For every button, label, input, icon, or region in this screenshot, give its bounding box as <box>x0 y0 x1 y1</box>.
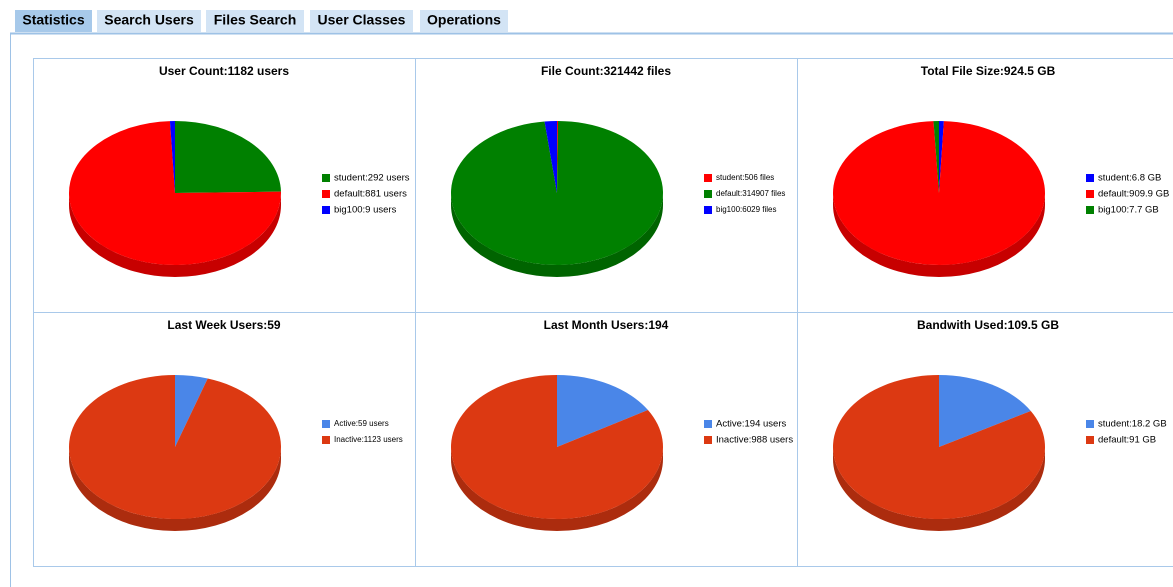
legend-label: student:506 files <box>716 173 774 182</box>
slice-side <box>69 447 281 531</box>
legend-label: student:18.2 GB <box>1098 419 1167 430</box>
tab[interactable] <box>97 10 201 32</box>
legend-label: student:6.8 GB <box>1098 173 1161 184</box>
slice <box>175 121 281 193</box>
slice <box>451 375 664 519</box>
tab-label[interactable]: Operations <box>427 12 501 28</box>
legend-swatch <box>322 174 330 182</box>
chart-title: Last Week Users:59 <box>167 318 281 332</box>
legend-label: default:91 GB <box>1098 435 1156 446</box>
tab[interactable] <box>206 10 304 32</box>
slice-side <box>69 193 281 277</box>
legend-label: Active:194 users <box>716 419 786 430</box>
legend-swatch <box>704 190 712 198</box>
tab[interactable] <box>310 10 413 32</box>
legend-label: Active:59 users <box>334 419 389 428</box>
slice <box>169 121 175 193</box>
slice <box>557 375 648 447</box>
slice <box>833 375 1045 520</box>
chart-cell <box>797 312 1173 567</box>
chart-title: Bandwith Used:109.5 GB <box>917 318 1059 332</box>
legend-label: Inactive:1123 users <box>334 435 403 444</box>
legend-label: big100:6029 files <box>716 205 777 214</box>
slice <box>939 121 944 193</box>
slice-side <box>833 447 1045 531</box>
tab-label[interactable]: User Classes <box>318 12 406 28</box>
legend-swatch <box>322 420 330 428</box>
legend-label: big100:7.7 GB <box>1098 205 1159 216</box>
legend-swatch <box>704 174 712 182</box>
legend-swatch <box>704 206 712 214</box>
tab-label[interactable]: Files Search <box>214 12 297 28</box>
legend-swatch <box>1086 420 1094 428</box>
slice <box>557 121 559 193</box>
chart-title: Total File Size:924.5 GB <box>921 64 1056 78</box>
slice <box>833 121 1046 265</box>
slice-side <box>451 193 663 277</box>
tab-label[interactable]: Search Users <box>104 12 194 28</box>
chart-title: User Count:1182 users <box>159 64 289 78</box>
tab[interactable] <box>15 10 92 32</box>
legend-label: default:314907 files <box>716 189 785 198</box>
slice <box>933 121 939 193</box>
legend-swatch <box>1086 206 1094 214</box>
legend-label: student:292 users <box>334 173 410 184</box>
legend-swatch <box>704 436 712 444</box>
slice-side <box>451 447 663 531</box>
chart-title: File Count:321442 files <box>541 64 671 78</box>
slice <box>69 121 281 265</box>
legend-label: Inactive:988 users <box>716 435 793 446</box>
legend-swatch <box>322 436 330 444</box>
legend-swatch <box>1086 174 1094 182</box>
tab-label[interactable]: Statistics <box>22 12 84 28</box>
legend-swatch <box>704 420 712 428</box>
legend-swatch <box>1086 190 1094 198</box>
slice <box>68 375 282 519</box>
tab[interactable] <box>420 10 508 32</box>
legend-swatch <box>1086 436 1094 444</box>
legend-swatch <box>322 206 330 214</box>
slice <box>939 375 1031 447</box>
legend-label: default:909.9 GB <box>1098 189 1169 200</box>
slice <box>175 375 208 447</box>
chart-title: Last Month Users:194 <box>544 318 669 332</box>
slice <box>544 121 557 193</box>
slice-side <box>833 193 1045 277</box>
legend-swatch <box>322 190 330 198</box>
slice <box>450 121 663 266</box>
legend-label: big100:9 users <box>334 205 397 216</box>
legend-label: default:881 users <box>334 189 407 200</box>
